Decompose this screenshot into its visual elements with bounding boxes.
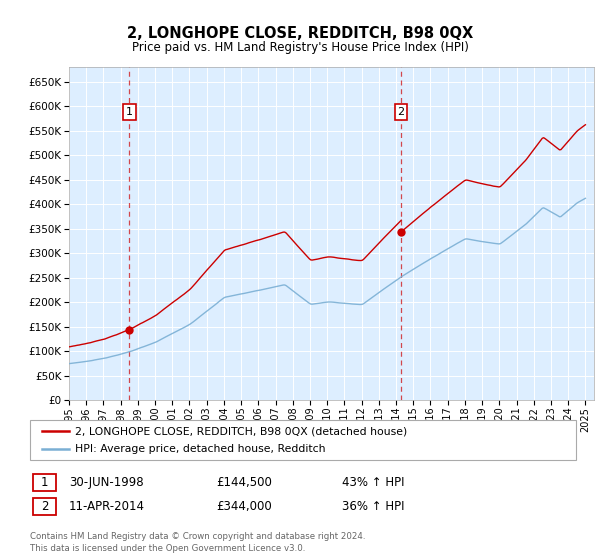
Text: Contains HM Land Registry data © Crown copyright and database right 2024.
This d: Contains HM Land Registry data © Crown c… bbox=[30, 532, 365, 553]
Text: 2, LONGHOPE CLOSE, REDDITCH, B98 0QX (detached house): 2, LONGHOPE CLOSE, REDDITCH, B98 0QX (de… bbox=[75, 426, 407, 436]
Text: Price paid vs. HM Land Registry's House Price Index (HPI): Price paid vs. HM Land Registry's House … bbox=[131, 40, 469, 54]
Text: £344,000: £344,000 bbox=[216, 500, 272, 514]
Text: 2: 2 bbox=[41, 500, 48, 514]
Text: HPI: Average price, detached house, Redditch: HPI: Average price, detached house, Redd… bbox=[75, 444, 325, 454]
Text: 1: 1 bbox=[41, 476, 48, 489]
Text: £144,500: £144,500 bbox=[216, 476, 272, 489]
Text: 11-APR-2014: 11-APR-2014 bbox=[69, 500, 145, 514]
Text: 1: 1 bbox=[126, 107, 133, 117]
Text: 36% ↑ HPI: 36% ↑ HPI bbox=[342, 500, 404, 514]
Text: 43% ↑ HPI: 43% ↑ HPI bbox=[342, 476, 404, 489]
Text: 2: 2 bbox=[397, 107, 404, 117]
Text: 30-JUN-1998: 30-JUN-1998 bbox=[69, 476, 143, 489]
Text: 2, LONGHOPE CLOSE, REDDITCH, B98 0QX: 2, LONGHOPE CLOSE, REDDITCH, B98 0QX bbox=[127, 26, 473, 41]
